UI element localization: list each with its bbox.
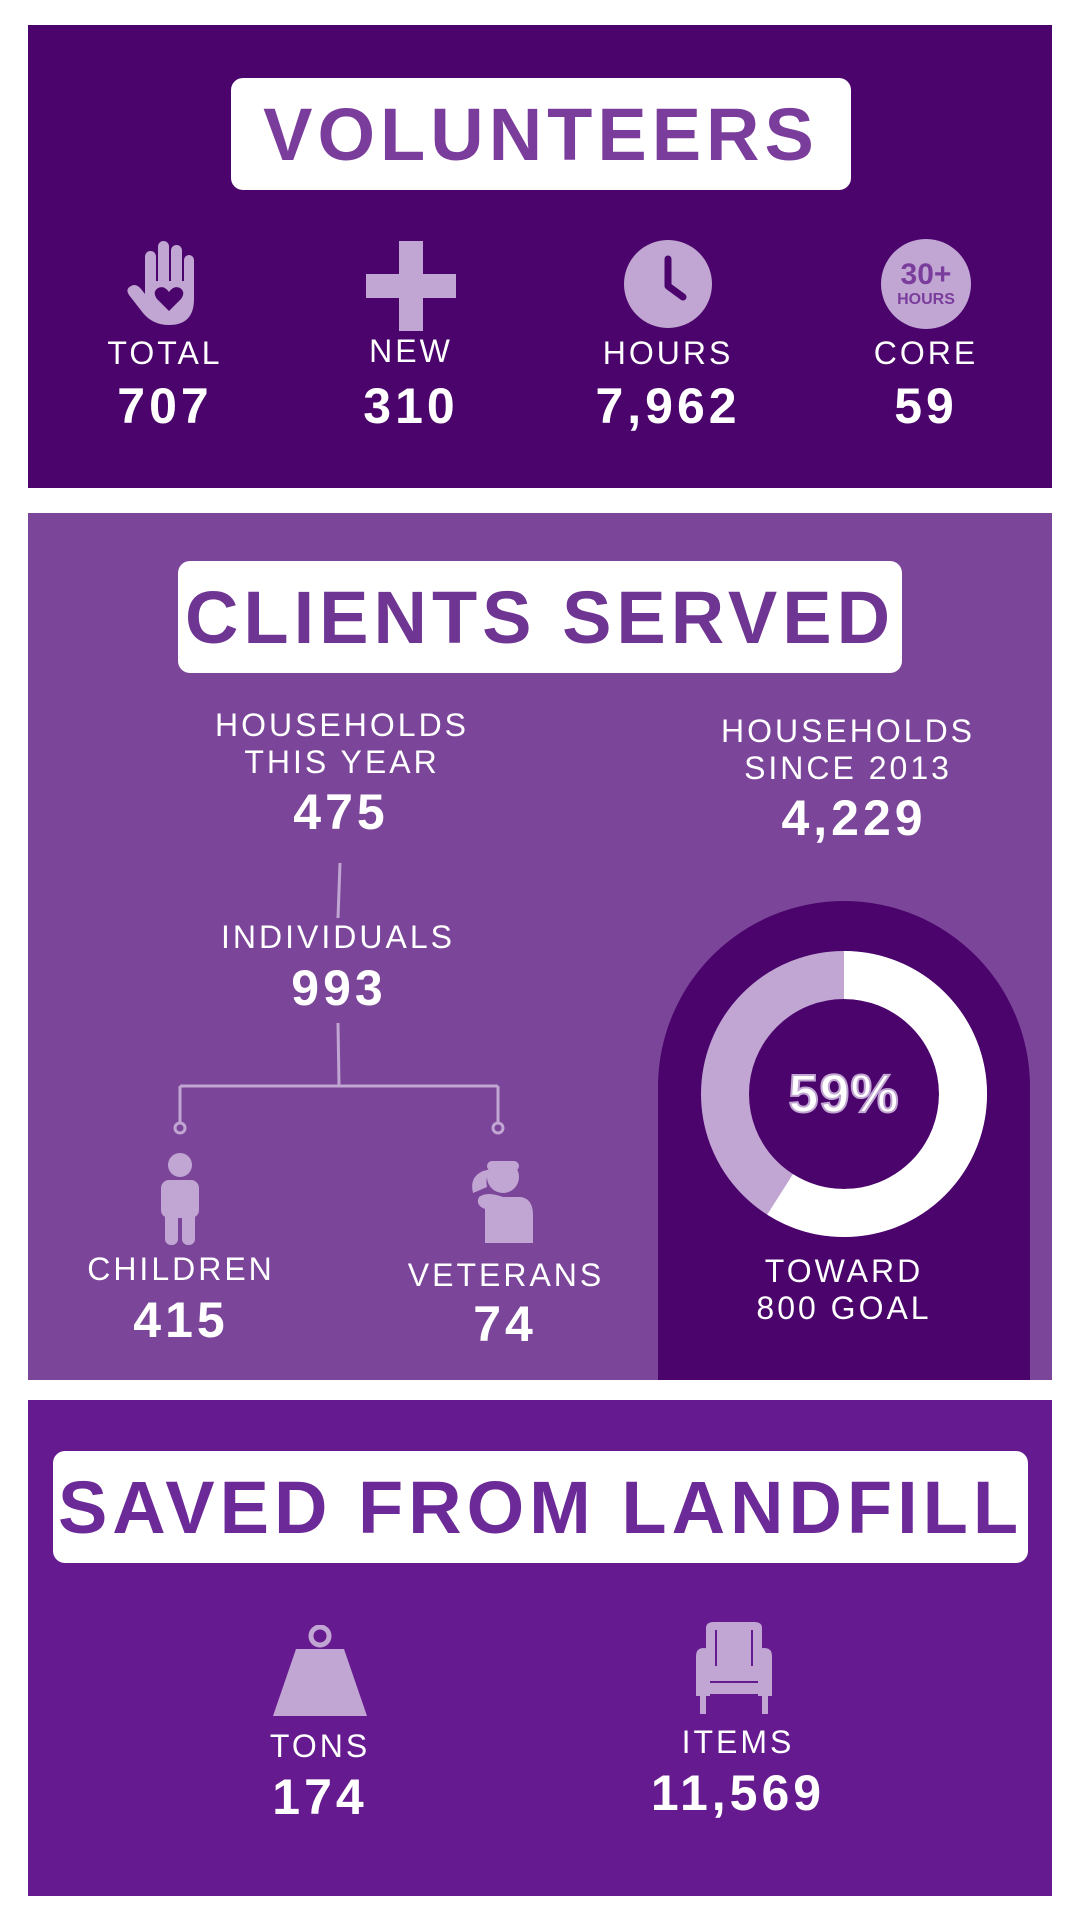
landfill-title: SAVED FROM LANDFILL	[53, 1451, 1028, 1563]
households-year-value: 475	[293, 784, 389, 840]
clock-icon	[623, 239, 713, 329]
tons-label: TONS	[269, 1728, 371, 1764]
hours-value: 7,962	[595, 378, 741, 434]
connector-lines	[173, 862, 505, 1135]
badge-top-text: 30+	[900, 258, 952, 291]
goal-donut-chart	[701, 951, 987, 1237]
children-value: 415	[133, 1292, 229, 1348]
plus-icon	[366, 241, 456, 331]
goal-caption-line-1: TOWARD	[764, 1253, 924, 1289]
households-since-value: 4,229	[781, 790, 927, 846]
core-label: CORE	[873, 335, 979, 371]
goal-caption-line-2: 800 GOAL	[756, 1290, 932, 1326]
individuals-label: INDIVIDUALS	[221, 919, 455, 955]
armchair-icon	[694, 1622, 774, 1714]
new-value: 310	[363, 378, 459, 434]
veterans-label: VETERANS	[407, 1257, 605, 1293]
veterans-value: 74	[473, 1296, 537, 1352]
weight-icon	[272, 1625, 368, 1717]
hours-label: HOURS	[602, 335, 734, 371]
new-label: NEW	[369, 333, 453, 369]
households-year-label-1: HOUSEHOLDS	[214, 707, 470, 743]
core-value: 59	[894, 378, 958, 434]
items-label: ITEMS	[681, 1724, 795, 1760]
children-label: CHILDREN	[87, 1251, 275, 1287]
clients-served-title: CLIENTS SERVED	[178, 561, 902, 673]
total-label: TOTAL	[107, 335, 223, 371]
households-since-label-1: HOUSEHOLDS	[720, 713, 976, 749]
saluting-veteran-icon	[465, 1153, 537, 1243]
volunteers-title: VOLUNTEERS	[231, 78, 851, 190]
clients-served-panel: CLIENTS SERVED HOUSEHOLDS THIS YEAR 475 …	[28, 513, 1052, 1380]
hand-heart-icon	[125, 237, 205, 327]
volunteers-panel: VOLUNTEERS TOTAL 707 NEW 310	[28, 25, 1052, 488]
landfill-panel: SAVED FROM LANDFILL TONS 174	[28, 1400, 1052, 1896]
individuals-value: 993	[291, 960, 387, 1016]
households-since-label-2: SINCE 2013	[744, 750, 952, 786]
badge-bottom-text: HOURS	[897, 291, 955, 308]
households-year-label-2: THIS YEAR	[244, 744, 440, 780]
total-value: 707	[117, 378, 213, 434]
tons-value: 174	[272, 1769, 368, 1825]
donut-progress-ring	[701, 951, 987, 1237]
thirty-plus-hours-icon: 30+ HOURS	[881, 239, 971, 329]
goal-progress-card: 59% TOWARD 800 GOAL	[658, 901, 1030, 1380]
goal-percent-text: 59%	[787, 1063, 900, 1125]
items-value: 11,569	[650, 1765, 826, 1821]
child-icon	[155, 1153, 205, 1245]
